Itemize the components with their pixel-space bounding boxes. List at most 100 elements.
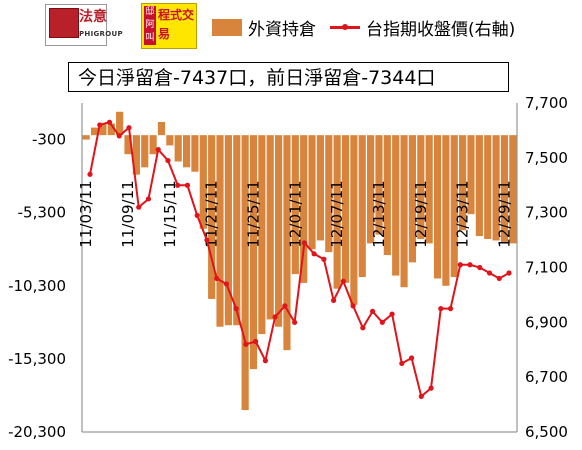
position-bar <box>333 135 341 289</box>
position-bar <box>308 135 316 250</box>
position-bar <box>291 135 299 275</box>
x-axis-tick: 11/09/11 <box>119 180 137 247</box>
close-price-point <box>496 275 502 282</box>
position-bar <box>132 135 140 175</box>
close-price-point <box>204 237 210 243</box>
position-bar <box>316 135 324 241</box>
close-price-point <box>418 393 424 399</box>
position-bar <box>467 135 475 215</box>
left-axis-tick: -20,300 <box>8 423 66 441</box>
right-axis-tick: 7,100 <box>525 259 568 277</box>
legend-bar-swatch <box>212 18 242 36</box>
x-axis-tick: 11/25/11 <box>244 180 262 247</box>
position-banner: 今日淨留倉-7437口，前日淨留倉-7344口 <box>68 62 509 92</box>
legend-bar-label: 外資持倉 <box>248 19 316 40</box>
ebs-side-text: 邸阿叫 <box>144 6 156 45</box>
x-axis-tick: 12/13/11 <box>370 180 388 247</box>
position-bar <box>82 135 90 140</box>
position-bar <box>500 135 509 242</box>
close-price-point <box>350 303 356 309</box>
close-price-point <box>214 275 220 282</box>
close-price-point <box>292 319 298 325</box>
position-bar <box>283 135 291 351</box>
close-price-point <box>106 119 113 125</box>
close-price-point <box>272 314 278 320</box>
close-price-point <box>399 360 405 367</box>
position-bar <box>325 135 333 253</box>
right-axis-tick: 7,700 <box>525 94 568 112</box>
close-price-point <box>506 270 512 276</box>
close-price-point <box>184 182 191 188</box>
position-bar <box>375 135 383 235</box>
x-axis-tick: 11/03/11 <box>77 180 95 247</box>
position-bar <box>341 135 350 283</box>
close-price-point <box>223 281 230 287</box>
close-price-point <box>145 196 152 202</box>
legend-line-swatch <box>330 23 360 30</box>
close-price-point <box>301 240 307 246</box>
position-bar <box>509 135 517 244</box>
x-axis-tick: 12/07/11 <box>328 180 346 247</box>
position-bar <box>90 127 99 136</box>
position-bar <box>450 135 458 278</box>
left-axis-tick: -15,300 <box>8 350 66 368</box>
close-price-point <box>87 171 93 177</box>
close-price-point <box>340 278 346 284</box>
close-price-point <box>194 212 200 219</box>
right-axis-tick: 7,300 <box>525 204 568 222</box>
close-price-point <box>331 297 337 303</box>
position-bar <box>266 135 274 320</box>
position-bar <box>492 135 500 241</box>
left-axis-tick: -300 <box>32 131 66 149</box>
position-bar <box>182 135 191 168</box>
seal-icon <box>49 8 79 38</box>
right-axis-tick: 6,700 <box>525 368 568 386</box>
close-price-point <box>389 311 395 317</box>
right-axis-tick: 7,500 <box>525 149 568 167</box>
logo-name: 法意 <box>79 9 107 25</box>
position-bar <box>425 135 433 244</box>
position-bar <box>392 135 400 276</box>
left-axis-tick: -5,300 <box>18 204 66 222</box>
position-bar <box>149 135 157 155</box>
close-price-point <box>253 338 259 345</box>
x-axis-tick: 12/01/11 <box>286 180 304 247</box>
x-axis-tick: 12/23/11 <box>454 180 472 247</box>
logo-sub: PHIGROUP <box>79 30 123 38</box>
close-price-point <box>447 306 454 312</box>
close-price-point <box>126 125 132 131</box>
position-bar <box>433 135 442 279</box>
position-bar <box>484 135 492 239</box>
close-price-point <box>438 306 444 312</box>
position-bar <box>99 123 107 136</box>
position-bar <box>367 135 375 244</box>
close-price-point <box>165 157 171 164</box>
ebs-logo: 邸阿叫 程式交易 <box>141 3 197 49</box>
x-axis-tick: 11/15/11 <box>161 180 179 247</box>
close-price-point <box>233 306 239 312</box>
x-axis-tick: 12/19/11 <box>412 180 430 247</box>
position-bar <box>383 135 391 256</box>
close-price-point <box>408 355 415 361</box>
position-bar <box>166 135 174 146</box>
position-bar <box>408 135 417 263</box>
close-price-point <box>262 358 268 364</box>
position-bar <box>233 135 241 326</box>
x-axis-tick: 11/21/11 <box>203 180 221 247</box>
position-bar <box>224 135 232 326</box>
close-price-point <box>379 319 385 325</box>
close-price-point <box>175 182 181 188</box>
position-bar <box>107 123 115 136</box>
legend-item-line: 台指期收盤價(右軸) <box>330 15 515 40</box>
position-bar <box>442 135 450 286</box>
position-bar <box>199 135 207 229</box>
position-bar <box>141 135 149 168</box>
close-price-point <box>155 147 161 153</box>
close-price-point <box>243 341 249 347</box>
close-price-point <box>457 262 463 268</box>
position-bar <box>124 135 132 155</box>
position-bar <box>174 135 182 162</box>
position-bar <box>241 135 249 411</box>
position-bar <box>417 135 425 239</box>
